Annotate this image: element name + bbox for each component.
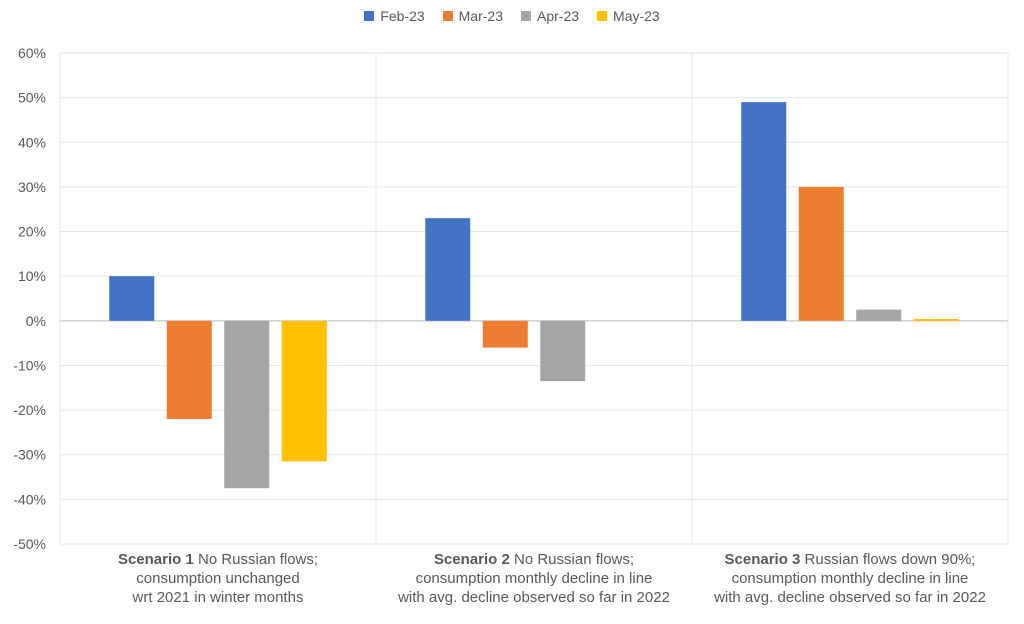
legend-label: Apr-23 (537, 8, 580, 24)
bar-apr-23-cat1 (224, 320, 270, 489)
bar-feb-23-cat2 (425, 218, 471, 321)
y-tick-label: -30% (13, 447, 46, 463)
legend-label: May-23 (613, 8, 660, 24)
category-label: Scenario 2 No Russian flows; consumption … (398, 551, 670, 606)
y-tick-label: -50% (13, 536, 46, 552)
y-tick-label: 60% (18, 45, 46, 61)
y-tick-label: -10% (13, 357, 46, 373)
category-label: Scenario 1 No Russian flows; consumption … (117, 551, 319, 606)
bar-feb-23-cat3 (741, 102, 787, 321)
y-tick-label: 10% (18, 268, 46, 284)
legend-item: Apr-23 (521, 8, 579, 24)
y-tick-label: -20% (13, 402, 46, 418)
legend-swatch (364, 11, 375, 21)
legend-swatch (521, 11, 531, 21)
legend-item: Mar-23 (442, 8, 503, 24)
y-tick-label: 40% (18, 134, 46, 150)
bar-may-23-cat3 (913, 319, 959, 321)
y-tick-label: 30% (18, 179, 46, 195)
category-label: Scenario 3 Russian flows down 90%; consum… (714, 551, 986, 606)
legend: Feb-23 Mar-23 Apr-23 May-23 (0, 8, 1024, 24)
y-tick-label: 0% (26, 313, 46, 329)
legend-swatch (597, 11, 608, 21)
bar-apr-23-cat2 (540, 320, 586, 382)
y-tick-label: 20% (18, 224, 46, 240)
legend-label: Mar-23 (458, 8, 503, 24)
bar-feb-23-cat1 (109, 276, 155, 321)
bar-mar-23-cat3 (798, 186, 844, 321)
bar-mar-23-cat2 (482, 320, 528, 348)
legend-item: Feb-23 (364, 8, 425, 24)
legend-swatch (442, 11, 453, 21)
y-tick-label: 50% (18, 90, 46, 106)
bar-mar-23-cat1 (166, 320, 212, 420)
y-tick-label: -40% (13, 491, 46, 507)
bar-may-23-cat1 (281, 320, 327, 462)
legend-label: Feb-23 (380, 8, 425, 24)
legend-item: May-23 (597, 8, 660, 24)
bar-apr-23-cat3 (856, 309, 902, 321)
